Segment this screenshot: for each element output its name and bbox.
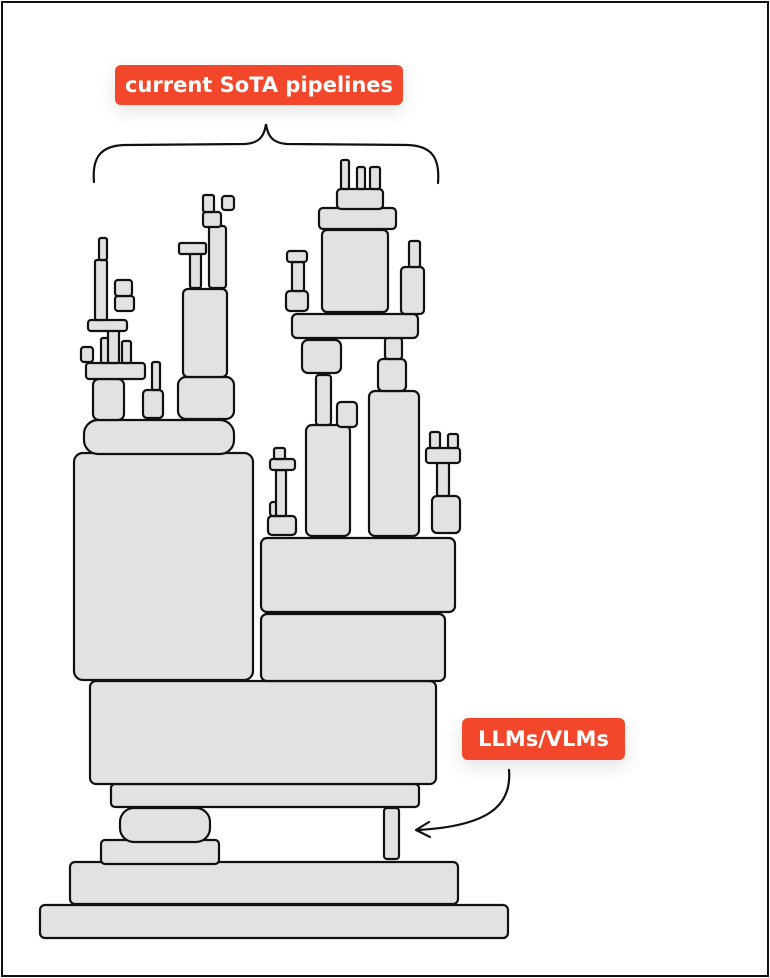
stack-block-54 [399,265,426,316]
stack-block-24 [176,375,236,421]
stack-block-40 [335,400,359,429]
stack-block-38 [314,373,333,427]
stack-block-56 [430,494,462,535]
stack-block-9 [259,536,457,614]
stack-block-21 [113,278,134,298]
stack-block-39 [300,338,343,375]
stack-block-37 [304,423,352,538]
stack-block-2 [99,838,221,866]
stack-block-50 [368,165,382,191]
stack-block-23 [97,236,109,262]
stack-block-27 [177,241,208,256]
stack-block-29 [201,210,223,229]
stack-block-31 [220,194,236,212]
stack-block-18 [106,328,121,365]
llm-vlm-label: LLMs/VLMs [462,718,625,760]
stack-block-53 [285,249,309,264]
stack-block-10 [82,418,236,456]
stack-block-7 [72,451,255,682]
stack-block-4 [382,806,401,861]
stack-block-28 [207,224,228,290]
stack-block-59 [428,430,442,450]
stack-block-57 [435,460,451,498]
pointer-arrow [414,768,511,839]
stack-block-43 [383,336,404,361]
stack-block-48 [339,158,351,191]
stack-block-12 [141,388,165,420]
stack-block-26 [188,251,203,290]
stack-block-15 [79,345,95,364]
stack-block-6 [88,679,438,786]
stack-block-3 [118,806,212,844]
stack-block-46 [317,206,398,231]
stack-block-5 [109,782,421,809]
stack-block-1 [68,860,460,906]
stack-block-0 [38,903,510,940]
stack-block-22 [93,258,109,322]
stack-block-52 [290,260,306,293]
stack-block-35 [268,457,297,472]
block-stack [38,158,510,940]
stack-block-36 [272,446,287,461]
stack-block-20 [113,294,136,313]
stack-block-11 [91,377,126,422]
stack-block-55 [407,239,422,269]
stack-block-32 [266,514,298,537]
stack-block-14 [84,361,147,381]
stack-block-34 [274,468,288,518]
stack-block-8 [259,612,447,683]
stack-block-30 [201,193,216,214]
stack-block-60 [446,432,460,450]
stack-block-58 [424,446,462,465]
sota-pipelines-label: current SoTA pipelines [115,65,403,105]
stack-block-41 [367,389,421,538]
stack-block-17 [120,339,133,365]
stack-block-25 [181,287,229,379]
stack-block-13 [150,360,162,392]
stack-block-44 [290,312,420,340]
stack-block-49 [355,165,367,191]
curly-brace [92,123,440,185]
stack-block-19 [86,318,129,333]
stack-block-47 [335,187,385,211]
stack-block-45 [320,228,390,314]
stack-block-51 [284,289,310,313]
stack-block-42 [376,357,408,393]
